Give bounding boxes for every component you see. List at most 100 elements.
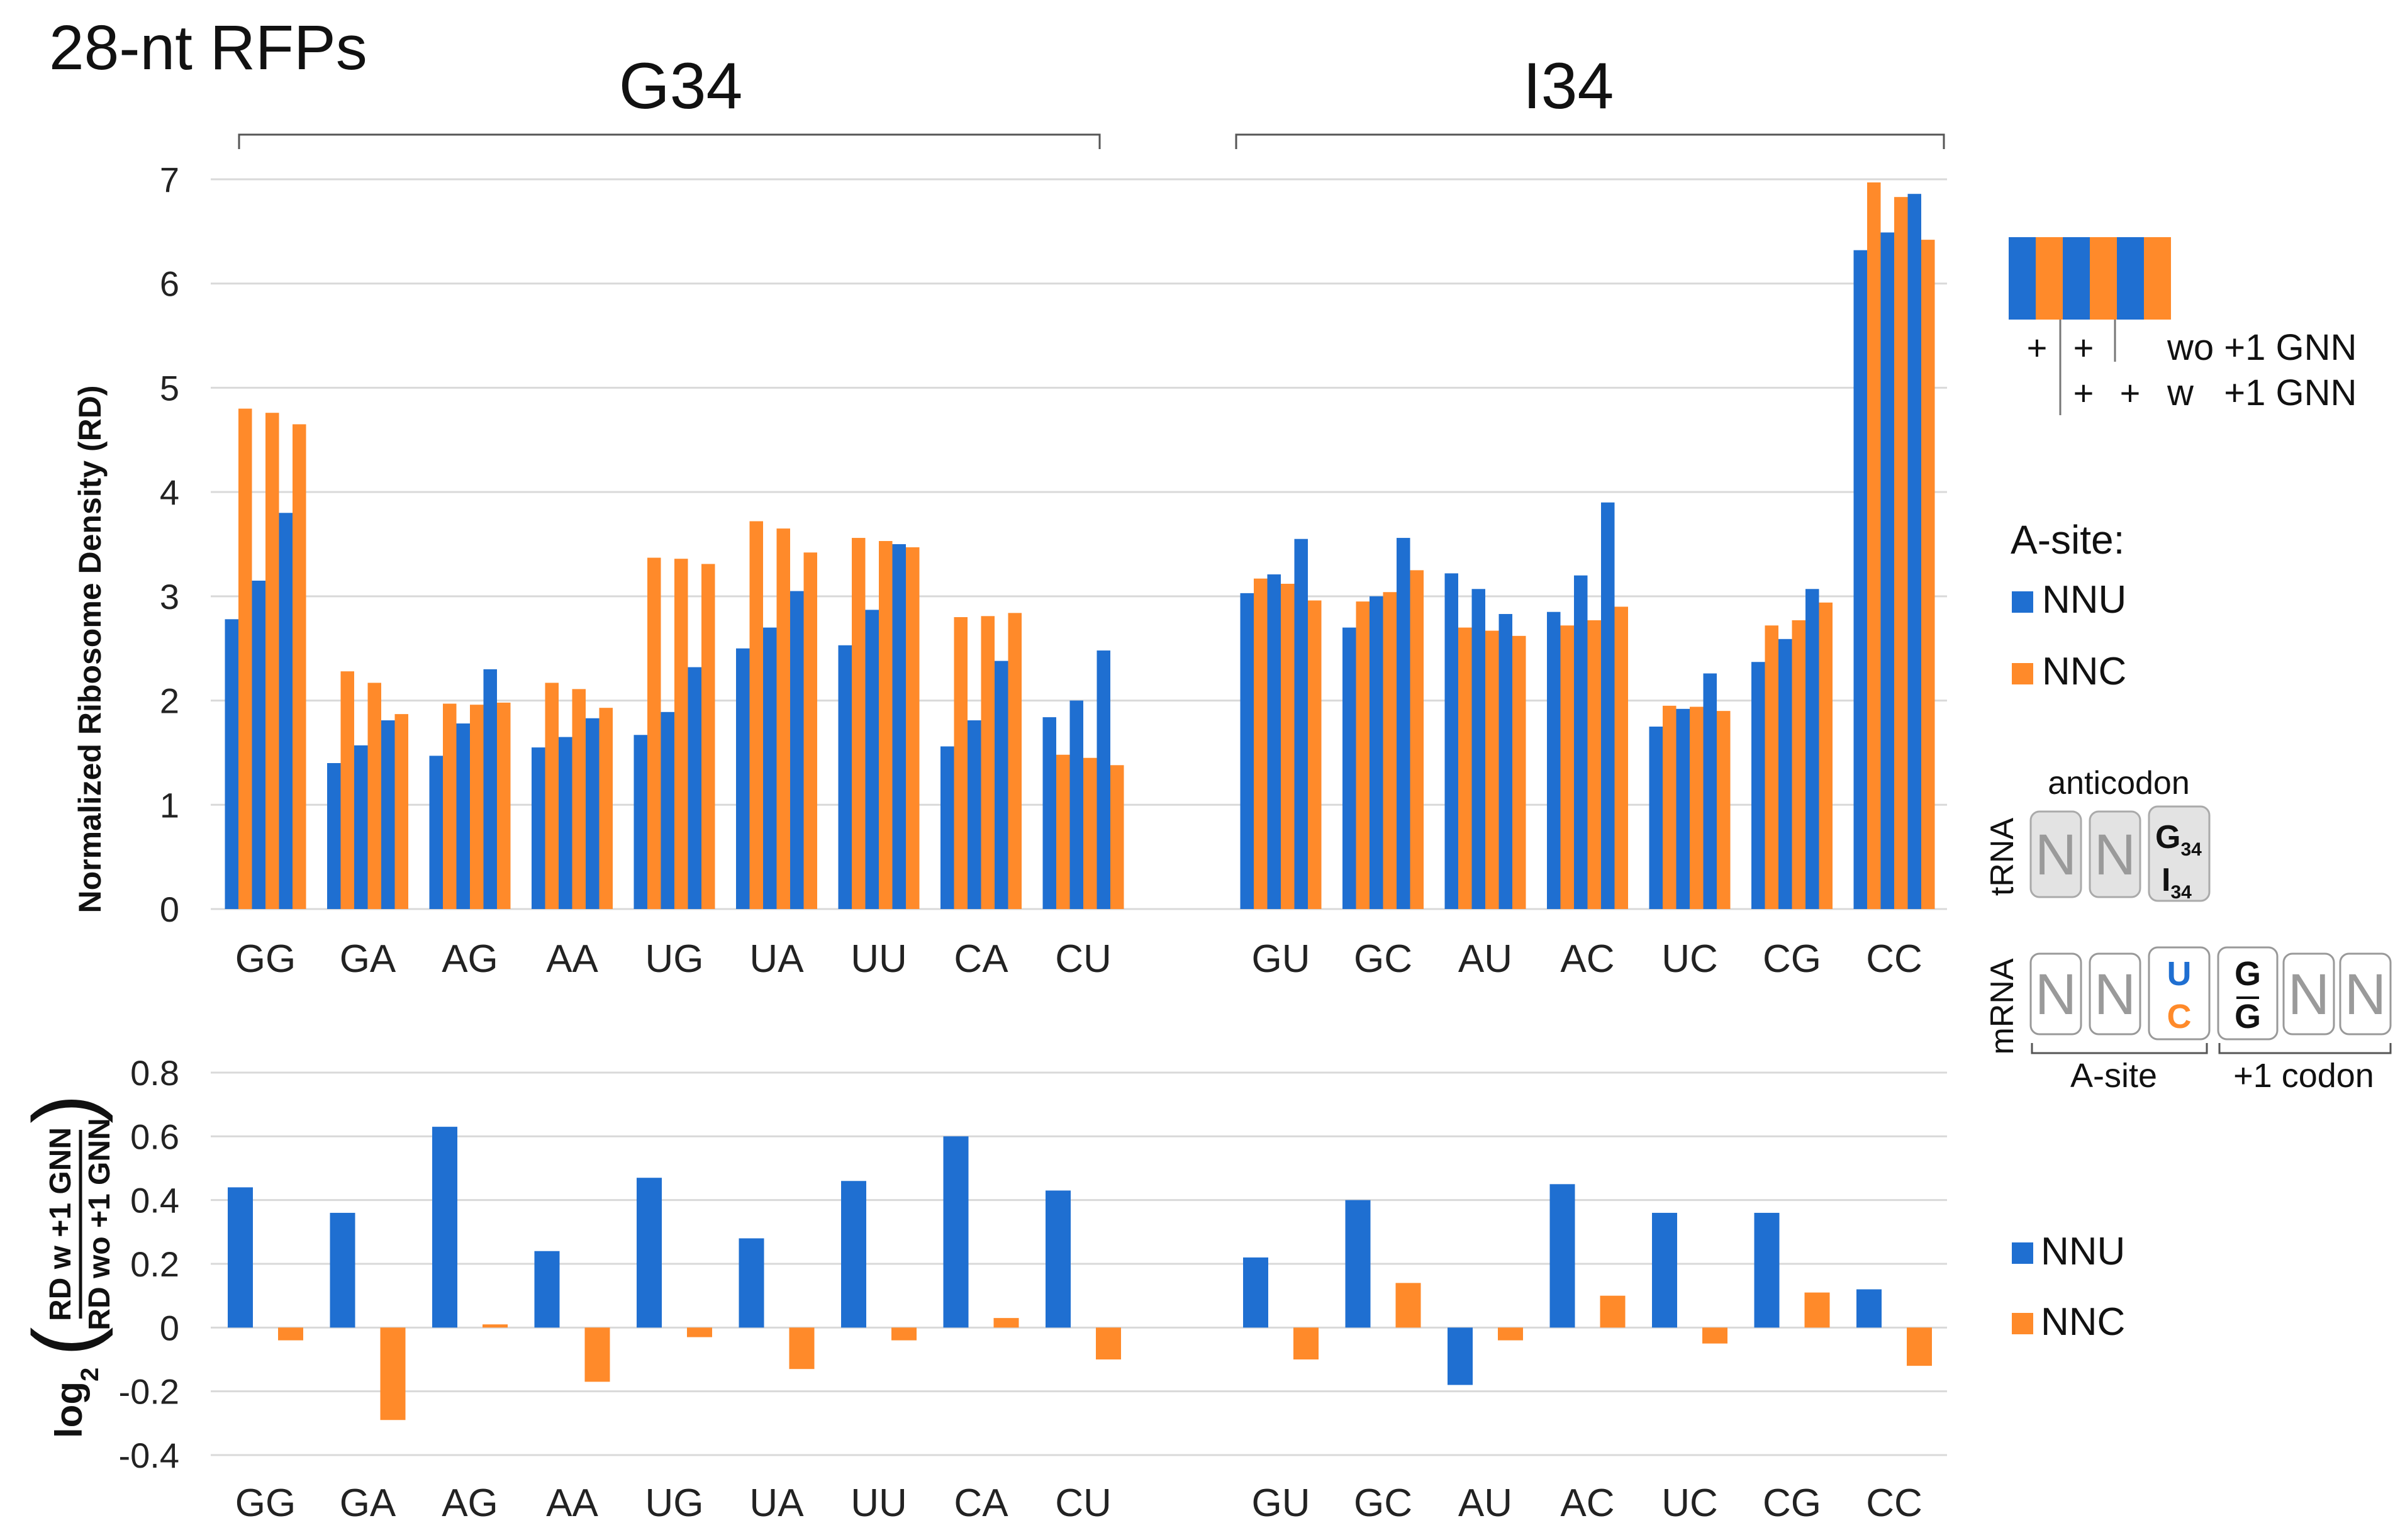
top-y-tick-label: 4 xyxy=(160,472,179,512)
top-y-tick-label: 3 xyxy=(160,577,179,617)
top-bar-AA-nnc-w-1-gnn xyxy=(572,689,586,909)
trna-g34: G34 xyxy=(2155,819,2202,860)
top-bar-AA-nnu-extra xyxy=(586,718,600,909)
top-bar-AG-nnc-w-1-gnn xyxy=(470,705,484,909)
top-bar-UA-nnc-w-1-gnn xyxy=(776,528,790,909)
bottom-bar-UU-nnu xyxy=(841,1181,866,1328)
top-bar-GA-nnu-w-1-gnn xyxy=(354,745,368,909)
bottom-bar-GU-nnc xyxy=(1293,1327,1319,1359)
top-bar-CU-nnc-wo-1-gnn xyxy=(1056,754,1070,909)
top-bar-CG-nnu-wo-1-gnn xyxy=(1751,662,1765,909)
bottom-category-label: GA xyxy=(340,1481,396,1525)
bottom-bar-CG-nnc xyxy=(1804,1292,1830,1328)
top-bar-GA-nnc-extra xyxy=(394,714,408,909)
mrna-box-wobble xyxy=(2148,946,2211,1041)
top-bar-UG-nnu-extra xyxy=(688,667,701,909)
top-bar-CG-nnc-wo-1-gnn xyxy=(1765,625,1778,909)
legend-plus-1: + xyxy=(2027,328,2048,367)
trna-box-1 xyxy=(2029,810,2082,898)
bottom-category-label: GG xyxy=(235,1481,296,1525)
y-label-log: log xyxy=(48,1381,90,1438)
bottom-bar-GA-nnc xyxy=(380,1327,406,1420)
bottom-bar-GU-nnu xyxy=(1243,1257,1268,1328)
top-category-label: UC xyxy=(1661,937,1718,981)
bottom-bar-CA-nnu xyxy=(943,1136,969,1328)
bottom-bar-UA-nnu xyxy=(739,1238,764,1328)
y-label-numerator: RD w +1 GNN xyxy=(44,1127,77,1321)
top-y-tick-label: 6 xyxy=(160,264,179,304)
bottom-category-label: GU xyxy=(1252,1481,1310,1525)
bottom-y-tick-label: 0.2 xyxy=(130,1244,179,1284)
bottom-bar-AU-nnc xyxy=(1498,1327,1523,1341)
trna-i34: I34 xyxy=(2162,862,2192,903)
top-category-label: GA xyxy=(340,937,396,981)
bottom-bar-UG-nnc xyxy=(687,1327,712,1337)
top-bar-UG-nnu-w-1-gnn xyxy=(661,711,674,909)
asite-legend-nnc-label: NNC xyxy=(2042,650,2126,693)
trna-n-2: N xyxy=(2094,823,2136,887)
asite-legend-title: A-site: xyxy=(2011,517,2124,562)
top-y-tick-label: 0 xyxy=(160,890,179,929)
bottom-bar-GG-nnu xyxy=(228,1187,253,1328)
bottom-category-label: AC xyxy=(1560,1481,1614,1525)
top-bar-AA-nnc-wo-1-gnn xyxy=(545,683,559,909)
top-bar-GU-nnu-w-1-gnn xyxy=(1267,574,1281,909)
top-bar-UC-nnc-w-1-gnn xyxy=(1690,706,1704,909)
legend-row-wo: wo +1 GNN xyxy=(2167,327,2357,368)
top-bar-UA-nnu-extra xyxy=(790,591,804,909)
top-bar-CU-nnu-extra xyxy=(1096,650,1110,909)
top-bar-CC-nnu-w-1-gnn xyxy=(1880,232,1894,909)
top-categories: GG GA AG AA UG UA UU CA CU GU GC AU AC UC CG CC xyxy=(235,937,1922,981)
bottom-category-label: CU xyxy=(1055,1481,1112,1525)
top-category-label: GU xyxy=(1252,937,1310,981)
bottom-bars xyxy=(228,1127,1932,1420)
bottom-category-label: UA xyxy=(749,1481,804,1525)
top-bar-CC-nnc-wo-1-gnn xyxy=(1867,182,1881,909)
top-bar-CC-nnu-extra xyxy=(1907,194,1921,910)
legend-swatch-6 xyxy=(2144,237,2171,320)
diagram-trna-label: tRNA xyxy=(1984,818,2021,896)
mrna-plus1-n-1: N xyxy=(2288,962,2330,1027)
bottom-bar-CU-nnc xyxy=(1096,1327,1121,1359)
bottom-legend-nnu-label: NNU xyxy=(2041,1230,2125,1273)
bottom-chart: -0.4 -0.2 0 0.2 0.4 0.6 0.8 GG GA AG AA UG UA UU CA CU… xyxy=(14,1053,1947,1525)
top-bar-CA-nnu-extra xyxy=(995,661,1008,909)
bottom-bar-AU-nnu xyxy=(1448,1327,1473,1385)
top-y-ticks: 0 1 2 3 4 5 6 7 xyxy=(160,160,179,929)
diagram-anticodon-label: anticodon xyxy=(2048,765,2190,801)
mrna-plus1-n-2: N xyxy=(2345,962,2386,1027)
top-bar-GU-nnc-extra xyxy=(1308,600,1322,909)
top-category-label: CA xyxy=(954,937,1008,981)
top-bar-CA-nnc-extra xyxy=(1008,613,1022,909)
bottom-bar-GC-nnc xyxy=(1395,1283,1421,1328)
top-bar-AU-nnu-w-1-gnn xyxy=(1471,589,1485,909)
top-bar-GA-nnc-w-1-gnn xyxy=(367,683,381,909)
legend-swatch-3 xyxy=(2063,237,2090,320)
top-category-label: AG xyxy=(442,937,498,981)
top-bar-UU-nnc-w-1-gnn xyxy=(879,541,893,909)
bottom-category-label: UC xyxy=(1661,1481,1718,1525)
top-bar-CC-nnc-extra xyxy=(1921,240,1935,910)
top-category-label: CG xyxy=(1763,937,1821,981)
legend-row-w: w +1 GNN xyxy=(2167,372,2357,413)
bracket-i34 xyxy=(1235,133,1945,149)
top-y-tick-label: 5 xyxy=(160,368,179,408)
mrna-n-1: N xyxy=(2035,962,2077,1027)
top-bar-AG-nnu-w-1-gnn xyxy=(456,723,470,909)
asite-legend-nnc-swatch xyxy=(2012,663,2033,684)
top-bar-UC-nnc-wo-1-gnn xyxy=(1663,705,1677,909)
top-bar-GC-nnu-wo-1-gnn xyxy=(1342,627,1356,909)
top-bar-AA-nnu-wo-1-gnn xyxy=(532,747,545,909)
top-bar-GA-nnc-wo-1-gnn xyxy=(340,671,354,909)
top-bar-UA-nnc-extra xyxy=(803,552,817,909)
y-label-left-paren: ( xyxy=(14,1327,113,1356)
bottom-y-tick-label: -0.2 xyxy=(119,1372,180,1412)
top-bar-AA-nnc-extra xyxy=(599,708,613,909)
group-label-i34: I34 xyxy=(1523,50,1614,123)
diagram-plus1-label: +1 codon xyxy=(2233,1057,2374,1095)
top-bar-AU-nnu-extra xyxy=(1498,614,1512,909)
bottom-y-axis-label: log 2 ( RD w +1 GNN RD wo +1 GNN ) xyxy=(14,1094,116,1438)
bottom-bar-GC-nnu xyxy=(1345,1200,1371,1328)
top-bars xyxy=(225,182,1935,910)
